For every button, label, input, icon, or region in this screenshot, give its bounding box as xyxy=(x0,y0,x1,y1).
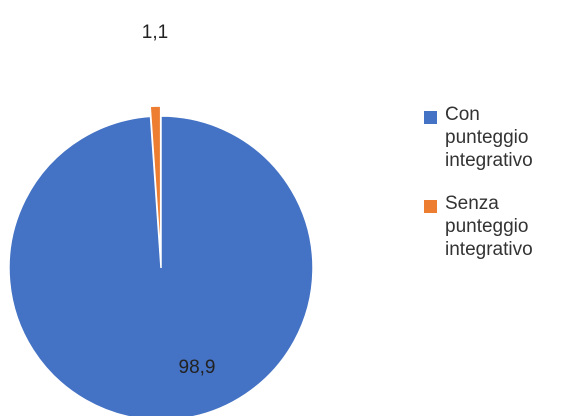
legend-swatch-con-punteggio xyxy=(424,111,437,124)
legend-item-con-punteggio: Con punteggio integrativo xyxy=(424,103,564,172)
legend: Con punteggio integrativo Senza punteggi… xyxy=(424,103,564,281)
pie-slices xyxy=(8,105,314,416)
data-label-con-punteggio: 98,9 xyxy=(179,357,216,378)
legend-item-senza-punteggio: Senza punteggio integrativo xyxy=(424,192,564,261)
legend-label-senza-punteggio: Senza punteggio integrativo xyxy=(445,193,533,260)
slice-senza-punteggio xyxy=(149,105,162,259)
data-label-senza-punteggio: 1,1 xyxy=(142,22,168,43)
legend-swatch-senza-punteggio xyxy=(424,200,437,213)
legend-label-con-punteggio: Con punteggio integrativo xyxy=(445,104,533,171)
slice-con-punteggio xyxy=(8,115,314,416)
